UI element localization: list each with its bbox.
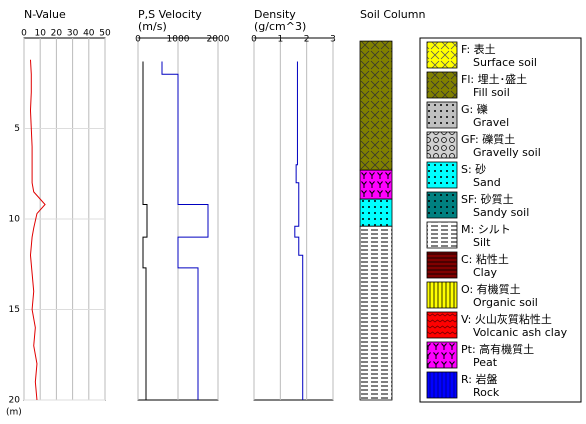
legend-swatch (426, 71, 458, 99)
legend-label: R: 岩盤 (461, 372, 498, 386)
panel-title: P,S Velocity (138, 8, 202, 21)
x-tick-label: 0 (135, 35, 141, 45)
soil-layer (359, 198, 393, 227)
data-line (294, 61, 304, 400)
legend-sublabel: Gravel (473, 116, 509, 129)
soil-layer (359, 169, 393, 200)
x-tick-label: 50 (99, 29, 111, 39)
x-tick-label: 1 (277, 35, 283, 45)
y-tick-label: 5 (14, 124, 20, 134)
legend-sublabel: Organic soil (473, 296, 538, 309)
panel-title: N-Value (24, 8, 66, 21)
x-tick-label: 20 (51, 29, 63, 39)
panel-title: Density (254, 8, 296, 21)
legend-label: S: 砂 (461, 163, 486, 176)
legend-swatch (426, 161, 458, 189)
legend-label: M: シルト (461, 223, 511, 236)
legend-sublabel: Rock (473, 386, 500, 399)
legend-label: V: 火山灰質粘性土 (461, 312, 552, 326)
legend-swatch (426, 311, 458, 339)
x-tick-label: 0 (21, 29, 27, 39)
y-unit: (m) (6, 408, 22, 418)
y-tick-label: 10 (9, 215, 21, 225)
legend-sublabel: Sand (473, 176, 501, 189)
data-line (161, 61, 209, 400)
legend-swatch (426, 41, 458, 69)
x-tick-label: 1000 (167, 35, 190, 45)
legend-label: Pt: 高有機質土 (461, 342, 534, 356)
x-tick-label: 2 (304, 35, 310, 45)
legend-sublabel: Fill soil (473, 86, 510, 99)
x-tick-label: 2000 (207, 35, 230, 45)
panel-subtitle: (g/cm^3) (254, 20, 306, 33)
x-tick-label: 40 (83, 29, 95, 39)
legend-label: C: 粘性土 (461, 252, 509, 266)
legend-label: O: 有機質土 (461, 282, 521, 296)
legend-box (419, 37, 582, 403)
x-tick-label: 10 (34, 29, 46, 39)
legend-label: F: 表土 (461, 42, 496, 56)
x-tick-label: 0 (251, 35, 257, 45)
legend-swatch (426, 221, 458, 249)
legend-sublabel: Peat (473, 356, 498, 369)
legend-sublabel: Surface soil (473, 56, 537, 69)
legend-swatch (426, 191, 458, 219)
y-tick-label: 15 (9, 305, 20, 315)
panel-subtitle: (m/s) (138, 20, 167, 33)
plot-area (253, 37, 334, 401)
legend-swatch (426, 131, 458, 159)
legend-swatch (426, 371, 458, 399)
y-tick-label: 20 (9, 396, 21, 406)
legend-sublabel: Gravelly soil (473, 146, 541, 159)
soil-layer (359, 40, 393, 171)
x-tick-label: 3 (330, 35, 336, 45)
legend-swatch (426, 101, 458, 129)
legend-sublabel: Sandy soil (473, 206, 529, 219)
panel-title: Soil Column (360, 8, 425, 21)
legend-label: Fl: 埋土･盛土 (461, 72, 527, 86)
legend-swatch (426, 281, 458, 309)
legend-swatch (426, 251, 458, 279)
data-line (29, 59, 46, 401)
legend-sublabel: Volcanic ash clay (473, 326, 568, 339)
data-line (142, 61, 148, 400)
legend-sublabel: Clay (473, 266, 497, 279)
legend-swatch (426, 341, 458, 369)
x-tick-label: 30 (67, 29, 79, 39)
soil-layer (359, 225, 393, 401)
legend-label: G: 礫 (461, 102, 488, 116)
legend-label: GF: 礫質土 (461, 132, 515, 146)
legend-sublabel: Silt (473, 236, 491, 249)
legend-label: SF: 砂質土 (461, 192, 514, 206)
